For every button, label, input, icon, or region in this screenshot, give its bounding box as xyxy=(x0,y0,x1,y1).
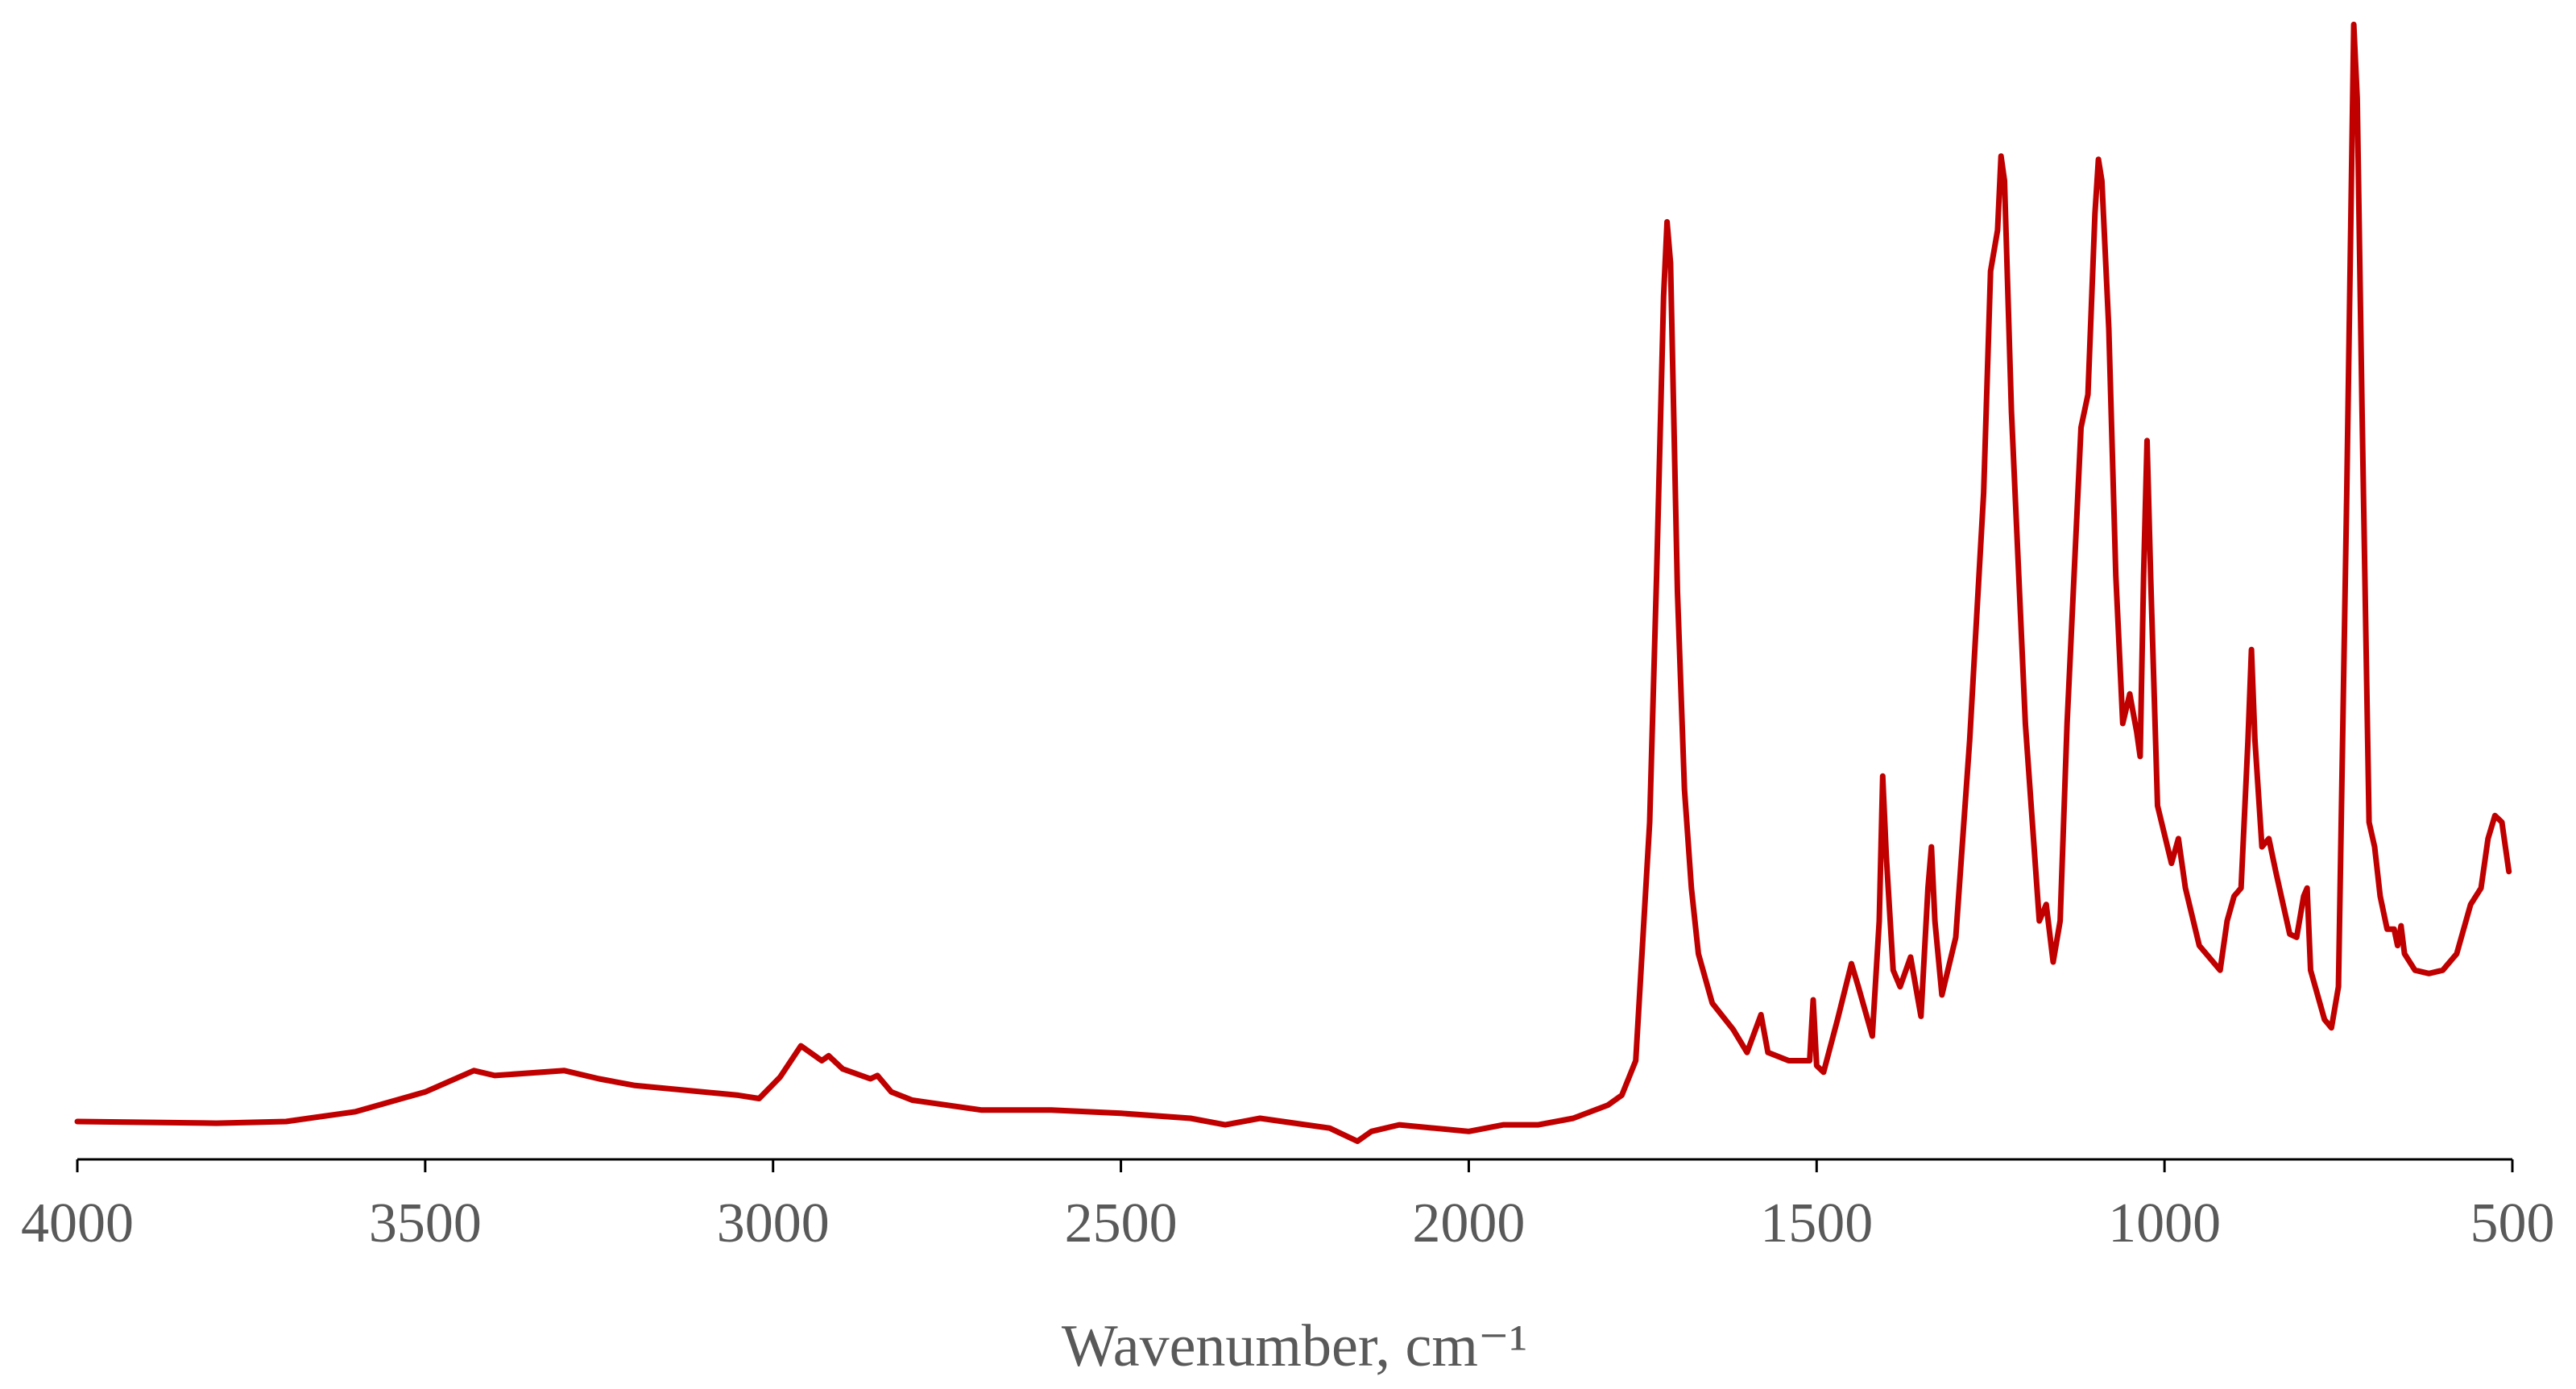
x-tick-label: 1500 xyxy=(1760,1192,1873,1254)
x-tick-label: 500 xyxy=(2470,1192,2555,1254)
x-axis-title: Wavenumber, cm⁻¹ xyxy=(1062,1313,1527,1379)
x-tick-label: 2500 xyxy=(1065,1192,1178,1254)
x-tick-label: 3500 xyxy=(369,1192,482,1254)
x-tick-label: 2000 xyxy=(1412,1192,1525,1254)
spectrum-line xyxy=(74,21,2512,1144)
x-tick-label: 3000 xyxy=(717,1192,830,1254)
x-tick-label: 4000 xyxy=(21,1192,134,1254)
x-tick-label: 1000 xyxy=(2108,1192,2221,1254)
